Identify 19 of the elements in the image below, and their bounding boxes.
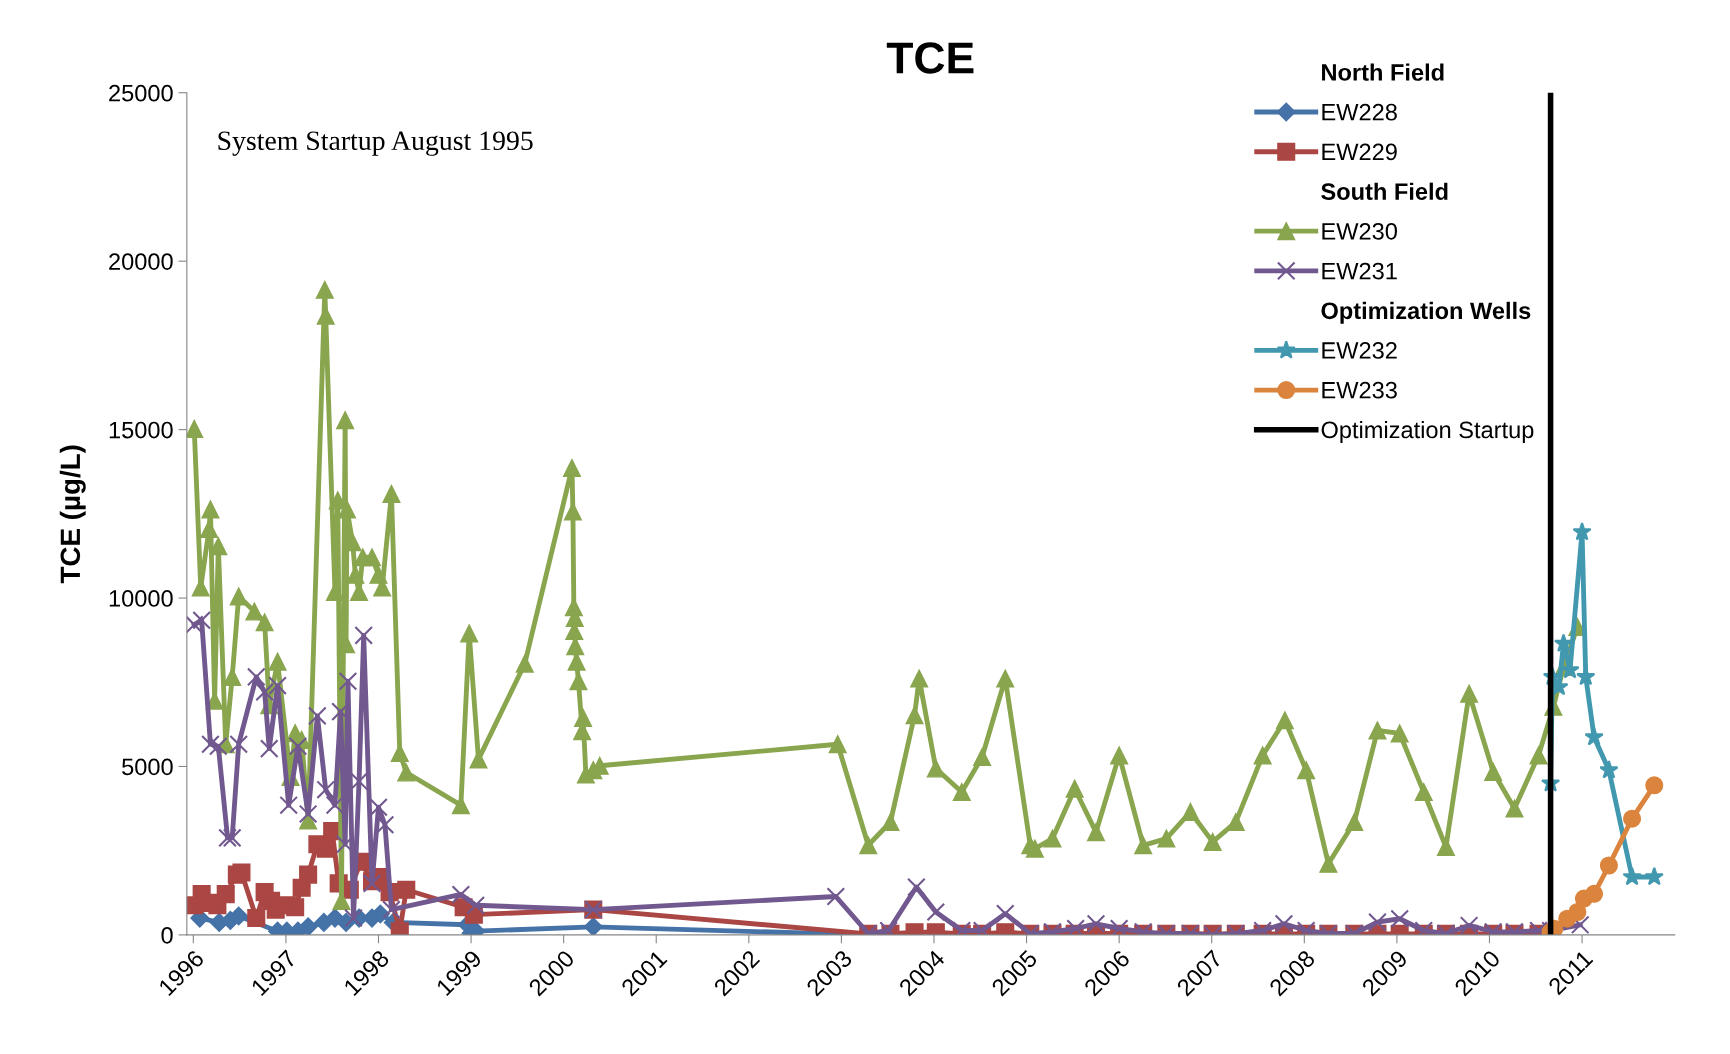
legend-label: EW229 [1322, 143, 1397, 161]
text: North Field [1322, 63, 1444, 81]
y-tick-label: 0 [161, 926, 173, 944]
annotation: South Field [1321, 182, 1448, 200]
annotation: System Startup August 1995 [218, 131, 533, 156]
legend-label: EW230 [1322, 222, 1397, 240]
y-tick-label: 25000 [109, 84, 173, 102]
legend-label: EW231 [1322, 262, 1397, 280]
y-tick-label: 10000 [109, 590, 173, 607]
legend-label: EW233 [1322, 381, 1397, 399]
legend-label: EW228 [1322, 103, 1397, 121]
annotation: Optimization Wells [1321, 301, 1531, 324]
y-tick-label: 5000 [122, 758, 173, 776]
ref-line-label: Optimization Startup [1321, 420, 1534, 443]
legend-label: EW232 [1322, 342, 1397, 359]
y-tick-label: 15000 [109, 421, 173, 439]
chart-title: TCE [886, 42, 974, 74]
y-tick-label: 20000 [109, 253, 173, 270]
y-axis-title: TCE (µg/L) [59, 445, 86, 584]
